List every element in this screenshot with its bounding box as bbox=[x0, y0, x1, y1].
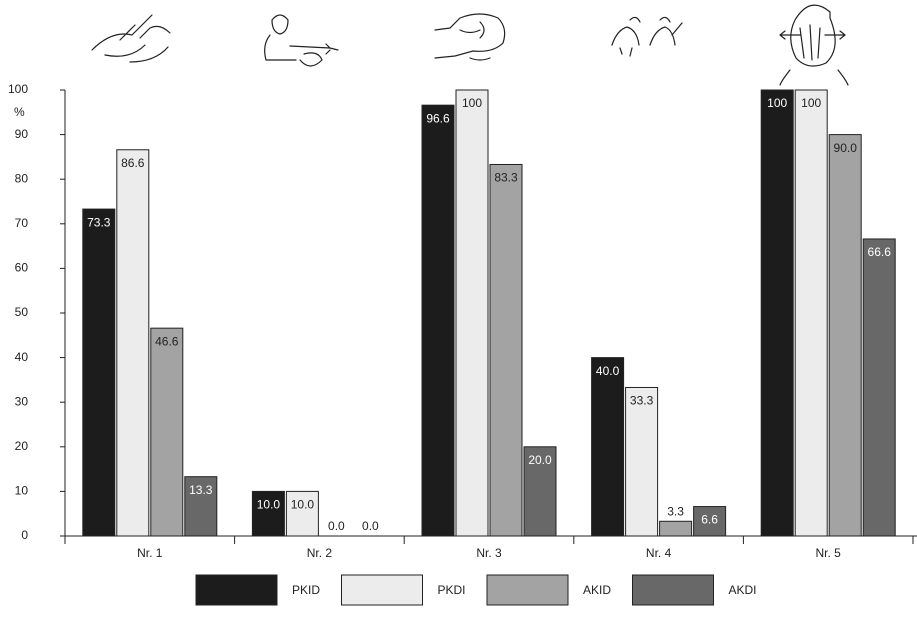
value-label: 10.0 bbox=[257, 498, 281, 512]
value-label: 100 bbox=[462, 96, 482, 110]
value-label: 0.0 bbox=[328, 519, 345, 533]
icon bbox=[780, 5, 848, 85]
legend-swatch bbox=[633, 575, 714, 605]
x-tick-label: Nr. 4 bbox=[646, 546, 672, 560]
icon bbox=[265, 15, 338, 66]
value-label: 10.0 bbox=[291, 498, 315, 512]
value-label: 100 bbox=[801, 96, 821, 110]
value-label: 100 bbox=[767, 96, 787, 110]
value-label: 46.6 bbox=[155, 334, 179, 348]
value-label: 40.0 bbox=[596, 364, 620, 378]
value-label: 0.0 bbox=[362, 519, 379, 533]
bar bbox=[83, 209, 115, 536]
bar bbox=[829, 135, 861, 536]
value-label: 86.6 bbox=[121, 156, 145, 170]
y-tick-label: 10 bbox=[15, 484, 29, 498]
pictograms bbox=[92, 5, 848, 85]
y-tick-label: 20 bbox=[15, 439, 29, 453]
x-tick-label: Nr. 3 bbox=[476, 546, 502, 560]
y-tick-label: 60 bbox=[15, 261, 29, 275]
legend-swatch bbox=[342, 575, 423, 605]
y-tick-label: 40 bbox=[15, 350, 29, 364]
bar bbox=[456, 90, 488, 536]
bar bbox=[795, 90, 827, 536]
y-tick-label: 30 bbox=[15, 394, 29, 408]
y-tick-label: 50 bbox=[15, 305, 29, 319]
x-tick-label: Nr. 2 bbox=[307, 546, 333, 560]
bar bbox=[660, 521, 692, 536]
value-label: 90.0 bbox=[834, 141, 858, 155]
value-label: 3.3 bbox=[667, 504, 684, 518]
value-label: 20.0 bbox=[528, 453, 552, 467]
legend-label: AKID bbox=[583, 583, 611, 597]
bar bbox=[422, 105, 454, 536]
value-label: 83.3 bbox=[494, 171, 518, 185]
legend-swatch bbox=[487, 575, 568, 605]
y-tick-label: 70 bbox=[15, 216, 29, 230]
y-tick-label: 80 bbox=[15, 171, 29, 185]
value-label: 33.3 bbox=[630, 394, 654, 408]
legend-label: PKID bbox=[292, 583, 320, 597]
value-label: 13.3 bbox=[189, 483, 213, 497]
x-tick-label: Nr. 5 bbox=[816, 546, 842, 560]
y-tick-label: 90 bbox=[15, 127, 29, 141]
icon bbox=[435, 14, 505, 60]
bar bbox=[863, 239, 895, 536]
legend-label: AKDI bbox=[728, 583, 756, 597]
y-tick-label: 100 bbox=[8, 82, 28, 96]
y-axis-label: % bbox=[14, 105, 25, 119]
legend-swatch bbox=[196, 575, 277, 605]
bar bbox=[626, 387, 658, 536]
value-label: 96.6 bbox=[426, 111, 450, 125]
value-label: 6.6 bbox=[701, 513, 718, 527]
icon bbox=[612, 17, 682, 56]
bar bbox=[151, 328, 183, 536]
value-label: 73.3 bbox=[87, 215, 111, 229]
bar bbox=[761, 90, 793, 536]
y-tick-label: 0 bbox=[21, 528, 28, 542]
legend-label: PKDI bbox=[437, 583, 465, 597]
value-label: 66.6 bbox=[868, 245, 892, 259]
icon bbox=[92, 15, 170, 62]
chart: % 0 10 20 30 40 50 60 70 80 90 100 Nr. 1 73.3 86.6 46.… bbox=[0, 0, 917, 633]
x-tick-label: Nr. 1 bbox=[137, 546, 163, 560]
bar bbox=[117, 150, 149, 536]
bar bbox=[592, 358, 624, 536]
bar bbox=[490, 164, 522, 536]
